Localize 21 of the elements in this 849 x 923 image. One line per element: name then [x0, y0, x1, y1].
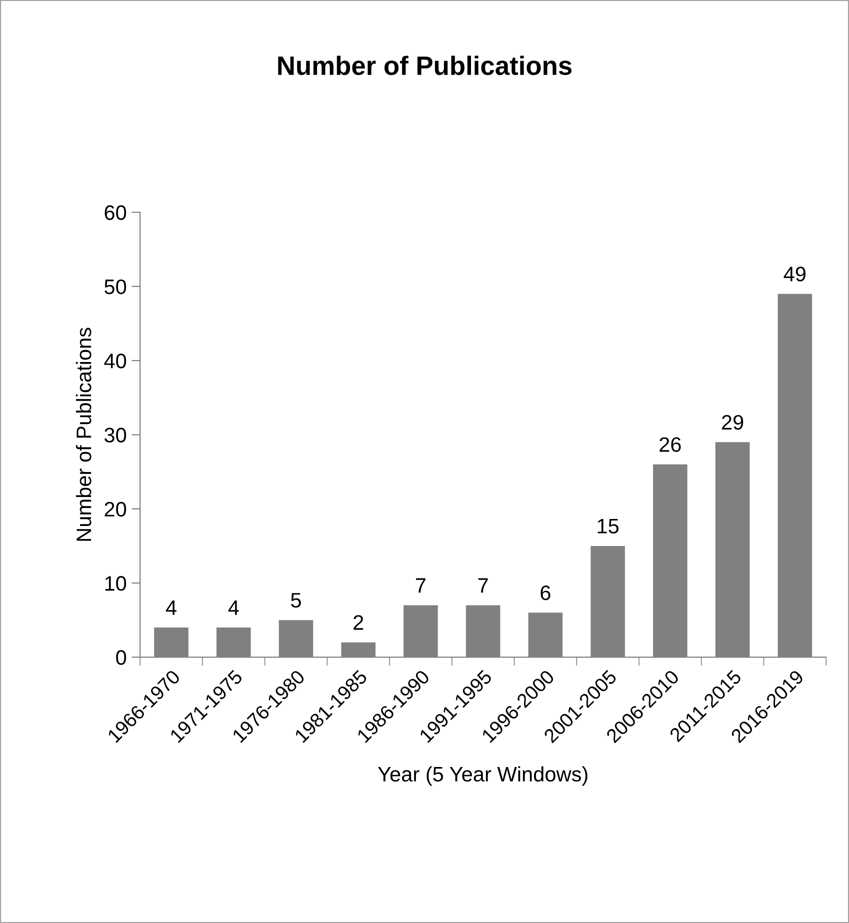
y-tick-label: 20 [104, 502, 126, 517]
data-label: 4 [228, 600, 239, 615]
data-label: 6 [540, 585, 550, 600]
data-label: 29 [722, 414, 744, 430]
data-label: 5 [291, 593, 301, 608]
y-tick-label: 0 [116, 650, 126, 665]
data-label: 4 [166, 600, 176, 615]
data-label: 49 [784, 266, 806, 282]
data-label: 2 [354, 615, 364, 630]
data-label: 7 [416, 578, 426, 593]
x-axis-title: Year (5 Year Windows) [378, 766, 588, 786]
chart-title: Number of Publications [278, 56, 572, 76]
y-tick-label: 50 [104, 279, 126, 294]
data-label: 26 [660, 437, 681, 452]
y-tick-label: 30 [104, 428, 126, 442]
y-tick-label: 60 [104, 205, 126, 220]
y-axis-title: Number of Publications [76, 328, 92, 541]
data-label: 7 [478, 578, 488, 593]
y-tick-label: 10 [105, 576, 126, 591]
data-label: 15 [598, 518, 619, 534]
y-tick-label: 40 [104, 354, 126, 368]
